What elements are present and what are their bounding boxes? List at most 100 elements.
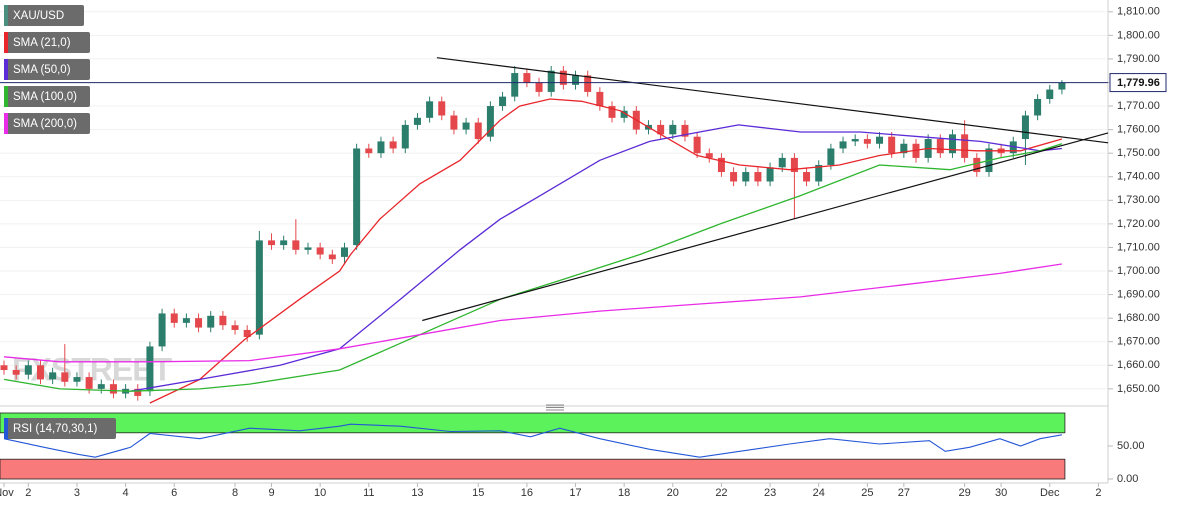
resize-handle[interactable] — [546, 404, 564, 411]
candle-body — [109, 384, 117, 394]
x-tick-label: 9 — [268, 487, 274, 499]
candle-body — [681, 124, 689, 137]
y-tick-label: 1,650.00 — [1117, 383, 1160, 395]
candle-body — [608, 106, 616, 118]
candle-body — [1046, 89, 1054, 99]
candle-body — [280, 240, 288, 246]
x-tick-label: 24 — [813, 487, 825, 499]
candle-body — [0, 365, 8, 371]
x-tick-label: 20 — [667, 487, 679, 499]
rsi-line — [3, 423, 1062, 458]
x-tick-label: 3 — [74, 487, 80, 499]
legend-swatch — [4, 5, 8, 26]
x-tick-label: 18 — [618, 487, 630, 499]
candle-body — [134, 388, 142, 396]
sma-line — [149, 98, 1063, 404]
candle-body — [316, 247, 324, 255]
legend-label: XAU/USD — [13, 10, 64, 22]
candle-body — [803, 172, 811, 182]
legend-swatch — [4, 86, 8, 107]
candle-body — [207, 315, 215, 328]
y-tick-label: 1,750.00 — [1117, 147, 1160, 159]
legend-label: SMA (200,0) — [13, 118, 77, 130]
last-price-box — [1109, 73, 1167, 93]
y-tick-label: 1,680.00 — [1117, 312, 1160, 324]
x-tick-label: 2 — [25, 487, 31, 499]
y-tick-label: 1,670.00 — [1117, 336, 1160, 348]
candle-body — [742, 172, 750, 182]
candle-body — [876, 136, 884, 144]
candle-body — [717, 157, 725, 173]
x-tick-label: 11 — [363, 487, 374, 499]
sma-line — [3, 143, 1063, 392]
candle-body — [523, 73, 531, 83]
y-tick-label: 50.00 — [1117, 440, 1145, 452]
candle-body — [146, 346, 154, 392]
candle-body — [815, 164, 823, 182]
candle-body — [219, 315, 227, 326]
candle-body — [413, 117, 421, 125]
x-tick-label: 16 — [521, 487, 533, 499]
candle-body — [657, 124, 665, 135]
candle-body — [401, 124, 409, 149]
legend-box — [4, 32, 90, 53]
candle-body — [766, 167, 774, 182]
rsi-zone — [0, 458, 1066, 480]
candle-body — [24, 365, 32, 375]
candle-body — [97, 384, 105, 389]
x-tick-label: 4 — [123, 487, 129, 499]
candle-body — [61, 372, 69, 382]
trendline — [422, 132, 1109, 322]
x-tick-label: Nov — [0, 487, 14, 499]
candle-body — [292, 240, 300, 250]
candle-body — [693, 136, 701, 154]
x-tick-label: 23 — [764, 487, 776, 499]
y-tick-label: 1,760.00 — [1117, 124, 1160, 136]
candle-body — [754, 172, 762, 182]
candle-body — [1009, 141, 1017, 154]
legend-label: SMA (100,0) — [13, 91, 77, 103]
y-tick-label: 1,660.00 — [1117, 359, 1160, 371]
candle-body — [85, 377, 93, 389]
candle-body — [268, 240, 276, 246]
y-tick-label: 1,740.00 — [1117, 171, 1160, 183]
candle-body — [827, 148, 835, 165]
x-tick-label: 13 — [411, 487, 423, 499]
candle-body — [535, 82, 543, 92]
x-tick-label: 27 — [898, 487, 910, 499]
candle-body — [730, 172, 738, 182]
candle-body — [596, 91, 604, 107]
x-tick-label: 8 — [232, 487, 238, 499]
y-tick-label: 1,770.00 — [1117, 100, 1160, 112]
x-tick-label: 30 — [995, 487, 1007, 499]
candle-body — [73, 377, 81, 382]
legend-swatch — [4, 59, 8, 80]
candle-body — [511, 73, 519, 97]
candle-body — [462, 122, 470, 130]
legend-swatch — [4, 418, 8, 439]
candle-body — [961, 134, 969, 158]
x-tick-label: 29 — [959, 487, 971, 499]
candle-body — [170, 313, 178, 323]
legend-box — [4, 418, 116, 439]
candle-body — [778, 157, 786, 168]
x-tick-label: 17 — [569, 487, 581, 499]
legend-swatch — [4, 113, 8, 134]
candle-body — [438, 101, 446, 116]
candle-body — [426, 101, 434, 118]
candle-body — [1058, 82, 1066, 90]
candle-body — [158, 313, 166, 347]
candle-body — [474, 122, 482, 140]
candle-body — [353, 148, 361, 246]
candle-body — [839, 141, 847, 149]
x-tick-label: 6 — [171, 487, 177, 499]
legend-box — [4, 59, 90, 80]
legend-label: SMA (21,0) — [13, 37, 71, 49]
y-tick-label: 1,690.00 — [1117, 288, 1160, 300]
candle-body — [705, 153, 713, 158]
y-tick-label: 1,800.00 — [1117, 29, 1160, 41]
candle-body — [182, 318, 190, 323]
legend-box — [4, 113, 90, 134]
x-tick-label: Dec — [1040, 487, 1060, 499]
rsi-zone — [0, 412, 1066, 434]
